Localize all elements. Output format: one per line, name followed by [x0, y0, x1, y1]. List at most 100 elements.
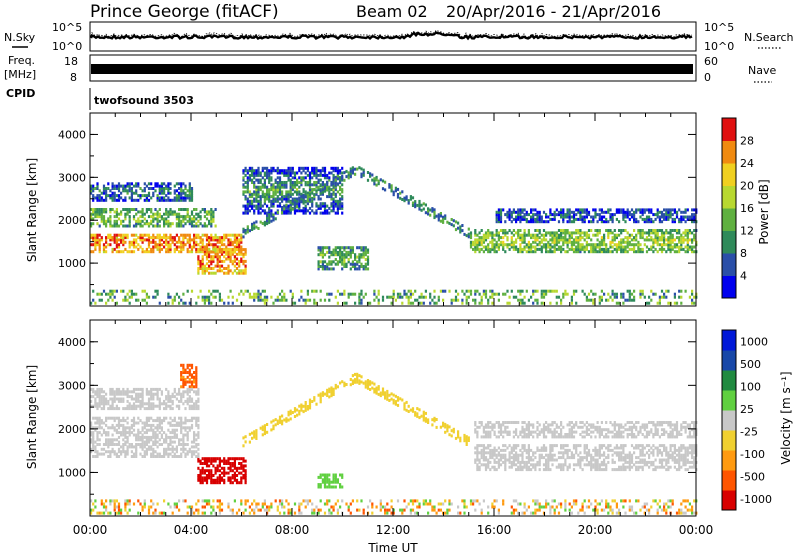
colorbar-tick-2: 12 [740, 225, 754, 238]
scatter-cell-1318 [266, 204, 269, 208]
scatter-cell-1303 [263, 197, 266, 201]
scatter-cell-526 [154, 433, 157, 437]
scatter-cell-878 [197, 508, 200, 512]
scatter-cell-962 [216, 248, 219, 252]
scatter-cell-141 [107, 440, 110, 444]
scatter-cell-1299 [263, 211, 266, 215]
scatter-cell-3356 [671, 238, 674, 242]
scatter-cell-1422 [278, 192, 282, 196]
scatter-cell-3439 [686, 233, 689, 237]
scatter-cell-1181 [248, 195, 251, 199]
scatter-cell-1501 [289, 289, 292, 293]
scatter-cell-694 [178, 407, 181, 411]
scatter-cell-988 [220, 252, 224, 256]
scatter-cell-1568 [296, 171, 299, 175]
scatter-cell-1462 [283, 181, 286, 184]
scatter-cell-1695 [313, 166, 316, 170]
scatter-cell-2160 [405, 197, 408, 201]
scatter-cell-1562 [296, 192, 299, 196]
scatter-cell-2589 [532, 215, 535, 219]
scatter-cell-530 [154, 404, 157, 408]
scatter-cell-539 [165, 250, 168, 254]
scatter-cell-1956 [341, 206, 344, 210]
scatter-cell-1787 [323, 204, 327, 208]
scatter-cell-281 [124, 440, 127, 444]
scatter-cell-892 [210, 292, 213, 296]
scatter-cell-907 [199, 474, 202, 477]
scatter-cell-3373 [673, 217, 676, 221]
scatter-cell-1142 [244, 209, 247, 213]
scatter-cell-1403 [276, 204, 279, 208]
scatter-cell-464 [147, 438, 151, 442]
scatter-cell-1692 [313, 173, 316, 177]
scatter-cell-572 [160, 433, 163, 437]
scatter-cell-2684 [549, 231, 552, 235]
scatter-cell-2392 [495, 217, 498, 221]
scatter-cell-1273 [259, 197, 262, 201]
scatter-cell-144 [107, 431, 110, 435]
scatter-cell-577 [160, 402, 163, 406]
scatter-cell-701 [180, 378, 183, 382]
scatter-cell-2576 [530, 215, 533, 219]
scatter-cell-478 [156, 233, 159, 237]
scatter-cell-3306 [663, 233, 666, 237]
scatter-cell-2043 [358, 292, 361, 296]
scatter-cell-373 [137, 499, 140, 503]
scatter-cell-569 [160, 455, 163, 458]
scatter-cell-3263 [656, 238, 659, 242]
scatter-cell-1696 [313, 188, 316, 191]
scatter-cell-756 [184, 433, 187, 437]
scatter-cell-780 [186, 419, 189, 423]
scatter-cell-707 [180, 452, 183, 456]
scatter-cell-1753 [319, 184, 322, 188]
scatter-cell-458 [152, 187, 155, 190]
scatter-cell-991 [223, 301, 226, 305]
scatter-cell-3304 [663, 238, 666, 242]
scatter-cell-435 [150, 222, 153, 226]
scatter-cell-1926 [339, 258, 342, 261]
scatter-cell-86 [100, 219, 103, 223]
scatter-cell-760 [193, 238, 196, 242]
scatter-cell-390 [139, 445, 142, 449]
scatter-cell-2169 [409, 292, 412, 296]
scatter-cell-1090 [242, 457, 245, 461]
scatter-cell-717 [186, 196, 189, 200]
scatter-cell-984 [216, 478, 219, 482]
scatter-cell-1864 [332, 199, 335, 203]
scatter-cell-1404 [276, 199, 279, 203]
scatter-cell-3013 [609, 295, 612, 299]
scatter-cell-533 [163, 198, 166, 202]
scatter-cell-124 [105, 196, 108, 200]
scatter-cell-1230 [255, 199, 258, 203]
scatter-cell-2038 [356, 246, 359, 250]
scatter-cell-900 [210, 219, 213, 223]
scatter-cell-2582 [532, 250, 535, 254]
scatter-cell-3124 [628, 240, 631, 244]
scatter-cell-2479 [515, 295, 518, 299]
scatter-cell-325 [132, 215, 136, 219]
scatter-cell-397 [139, 404, 142, 408]
scatter-cell-1598 [300, 176, 303, 180]
scatter-cell-1744 [319, 197, 322, 201]
scatter-cell-228 [120, 238, 123, 242]
scatter-cell-1180 [248, 199, 251, 203]
scatter-cell-34 [94, 247, 97, 251]
freq-ytick-bottom: 8 [70, 71, 77, 84]
scatter-cell-1300 [332, 508, 335, 512]
scatter-cell-3050 [615, 247, 618, 251]
scatter-cell-3185 [641, 292, 644, 296]
scatter-cell-3184 [639, 208, 642, 212]
scatter-cell-2355 [487, 231, 490, 235]
scatter-cell-613 [173, 198, 176, 202]
scatter-cell-991 [218, 508, 221, 512]
scatter-cell-3311 [663, 208, 666, 212]
scatter-cell-269 [122, 397, 125, 401]
scatter-cell-63 [96, 407, 99, 411]
scatter-cell-3458 [691, 247, 694, 251]
scatter-cell-1174 [246, 230, 249, 234]
scatter-cell-1122 [255, 502, 258, 506]
scatter-cell-2595 [534, 247, 537, 251]
scatter-cell-705 [184, 184, 187, 188]
scatter-cell-1653 [308, 298, 312, 302]
scatter-cell-832 [193, 385, 196, 389]
